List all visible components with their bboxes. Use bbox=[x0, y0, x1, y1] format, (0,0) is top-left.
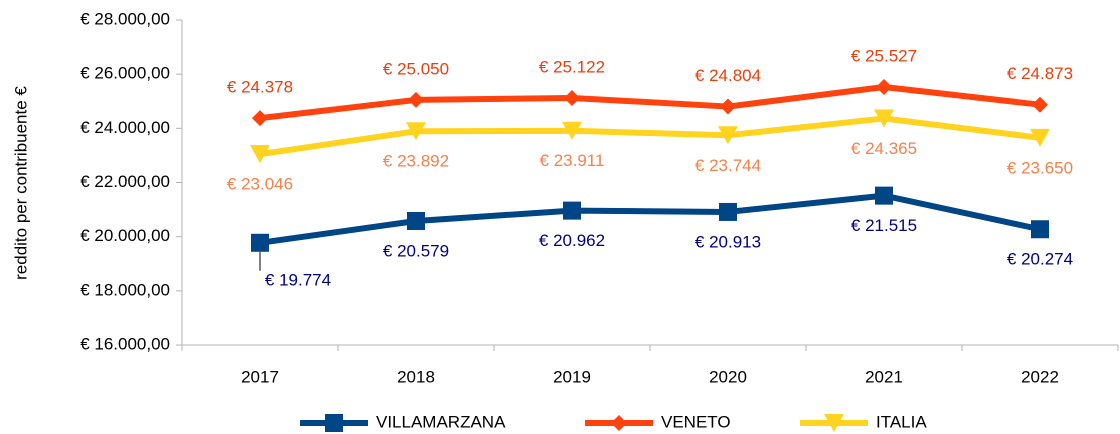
data-label: € 25.122 bbox=[539, 57, 605, 76]
data-label: € 20.962 bbox=[539, 231, 605, 250]
x-tick-label: 2021 bbox=[865, 367, 903, 386]
x-tick-label: 2018 bbox=[397, 367, 435, 386]
data-label: € 23.892 bbox=[383, 152, 449, 171]
x-tick-label: 2020 bbox=[709, 367, 747, 386]
y-tick-label: € 20.000,00 bbox=[80, 226, 170, 245]
y-tick-label: € 24.000,00 bbox=[80, 118, 170, 137]
marker bbox=[251, 233, 269, 252]
marker bbox=[406, 122, 426, 141]
marker bbox=[408, 91, 424, 108]
marker bbox=[564, 89, 580, 106]
marker bbox=[1032, 96, 1048, 113]
series-line bbox=[259, 115, 1041, 158]
x-tick-label: 2019 bbox=[553, 367, 591, 386]
series-line bbox=[259, 83, 1041, 122]
legend-label: VENETO bbox=[661, 412, 731, 431]
data-label: € 24.804 bbox=[695, 66, 761, 85]
marker bbox=[719, 202, 737, 221]
marker bbox=[1031, 220, 1049, 239]
data-label: € 25.527 bbox=[851, 46, 917, 65]
y-tick-label: € 22.000,00 bbox=[80, 172, 170, 191]
series-line bbox=[259, 192, 1041, 246]
marker bbox=[562, 121, 582, 140]
data-label: € 21.515 bbox=[851, 216, 917, 235]
data-label: € 20.274 bbox=[1007, 250, 1073, 269]
marker bbox=[718, 126, 738, 145]
y-tick-label: € 28.000,00 bbox=[80, 9, 170, 28]
marker bbox=[563, 201, 581, 220]
legend-label: ITALIA bbox=[876, 412, 927, 431]
legend-label: VILLAMARZANA bbox=[376, 412, 506, 431]
marker bbox=[250, 145, 270, 164]
data-label: € 20.579 bbox=[383, 241, 449, 260]
data-label: € 24.378 bbox=[227, 78, 293, 97]
marker bbox=[874, 109, 894, 128]
marker bbox=[1030, 128, 1050, 147]
data-label: € 24.365 bbox=[851, 139, 917, 158]
marker bbox=[875, 186, 893, 205]
y-tick-label: € 26.000,00 bbox=[80, 64, 170, 83]
data-label: € 24.873 bbox=[1007, 64, 1073, 83]
marker bbox=[252, 110, 268, 127]
y-axis-title: reddito per contribuente € bbox=[11, 86, 30, 280]
data-label: € 19.774 bbox=[265, 270, 331, 289]
data-label: € 25.050 bbox=[383, 59, 449, 78]
marker bbox=[824, 414, 844, 432]
data-label: € 23.650 bbox=[1007, 158, 1073, 177]
data-label: € 23.744 bbox=[695, 156, 761, 175]
marker bbox=[325, 414, 343, 432]
marker bbox=[876, 78, 892, 95]
data-label: € 23.046 bbox=[227, 175, 293, 194]
data-label: € 23.911 bbox=[540, 151, 605, 170]
marker bbox=[611, 415, 627, 431]
x-tick-label: 2017 bbox=[241, 367, 279, 386]
data-label: € 20.913 bbox=[695, 232, 761, 251]
marker bbox=[407, 211, 425, 230]
y-tick-label: € 18.000,00 bbox=[80, 280, 170, 299]
y-tick-label: € 16.000,00 bbox=[80, 334, 170, 353]
marker bbox=[720, 98, 736, 115]
x-tick-label: 2022 bbox=[1021, 367, 1059, 386]
